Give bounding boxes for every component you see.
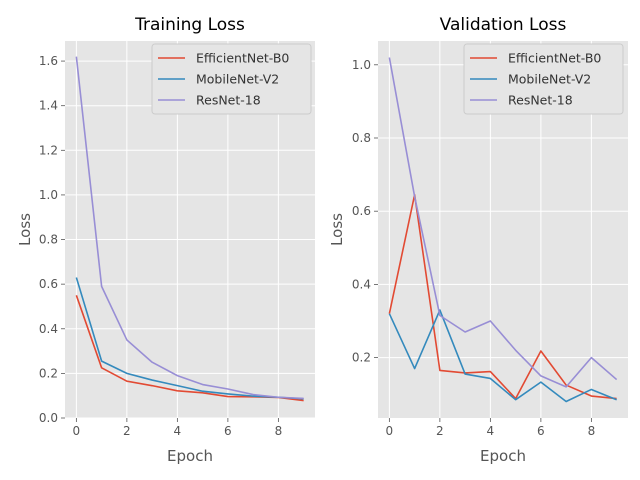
training-x-tick-label: 6 [224, 424, 232, 438]
validation-y-tick-label: 0.2 [352, 351, 371, 365]
training-y-tick-label: 0.6 [39, 277, 58, 291]
training-legend-label-efficientnet: EfficientNet-B0 [196, 51, 289, 66]
validation-legend-label-mobilenet: MobileNet-V2 [508, 72, 591, 87]
training-x-axis-label: Epoch [167, 447, 213, 465]
training-ticks: 0 2 4 6 8 0.0 0.2 0.4 0.6 0.8 1.0 1.2 1.4 1.6 [39, 54, 282, 438]
validation-y-tick-label: 1.0 [352, 58, 371, 72]
training-loss-chart: 0 2 4 6 8 0.0 0.2 0.4 0.6 0.8 1.0 1.2 1.4 1.6 Trainin… [16, 15, 315, 465]
training-legend-label-mobilenet: MobileNet-V2 [196, 72, 279, 87]
training-x-tick-label: 2 [123, 424, 131, 438]
training-legend-label-resnet: ResNet-18 [196, 93, 261, 108]
validation-x-tick-label: 2 [436, 424, 444, 438]
validation-y-tick-label: 0.4 [352, 277, 371, 291]
training-series-resnet-18 [75, 56, 304, 400]
validation-x-tick-label: 8 [588, 424, 596, 438]
training-y-tick-label: 1.4 [39, 99, 58, 113]
validation-series-resnet-18 [388, 57, 618, 388]
training-x-tick-label: 0 [73, 424, 81, 438]
validation-legend: EfficientNet-B0 MobileNet-V2 ResNet-18 [463, 43, 624, 115]
training-chart-title: Training Loss [134, 15, 245, 35]
validation-x-axis-label: Epoch [480, 447, 526, 465]
validation-series [388, 57, 618, 403]
training-x-tick-label: 8 [275, 424, 283, 438]
validation-legend-box [463, 43, 624, 115]
training-legend: EfficientNet-B0 MobileNet-V2 ResNet-18 [151, 43, 312, 115]
training-legend-box [151, 43, 312, 115]
training-y-tick-label: 0.2 [39, 366, 58, 380]
training-y-tick-label: 0.0 [39, 411, 58, 425]
validation-legend-label-efficientnet: EfficientNet-B0 [508, 51, 601, 66]
validation-x-tick-label: 0 [386, 424, 394, 438]
validation-chart-title: Validation Loss [440, 15, 567, 35]
validation-series-efficientnet-b0 [388, 193, 617, 400]
training-y-tick-label: 1.0 [39, 188, 58, 202]
training-y-tick-label: 1.2 [39, 143, 58, 157]
training-y-axis-label: Loss [16, 213, 34, 246]
validation-ticks: 0 2 4 6 8 0.2 0.4 0.6 0.8 1.0 [352, 58, 595, 438]
training-y-tick-label: 1.6 [39, 54, 58, 68]
training-x-tick-label: 4 [174, 424, 182, 438]
training-series [75, 56, 304, 402]
validation-y-axis-label: Loss [328, 213, 346, 246]
validation-y-tick-label: 0.6 [352, 204, 371, 218]
training-y-tick-label: 0.4 [39, 322, 58, 336]
validation-x-tick-label: 6 [537, 424, 545, 438]
validation-legend-label-resnet: ResNet-18 [508, 93, 573, 108]
validation-series-mobilenet-v2 [388, 309, 617, 403]
training-y-tick-label: 0.8 [39, 233, 58, 247]
validation-y-tick-label: 0.8 [352, 131, 371, 145]
validation-loss-chart: 0 2 4 6 8 0.2 0.4 0.6 0.8 1.0 Validation Loss Epo… [328, 15, 628, 465]
validation-x-tick-label: 4 [487, 424, 495, 438]
